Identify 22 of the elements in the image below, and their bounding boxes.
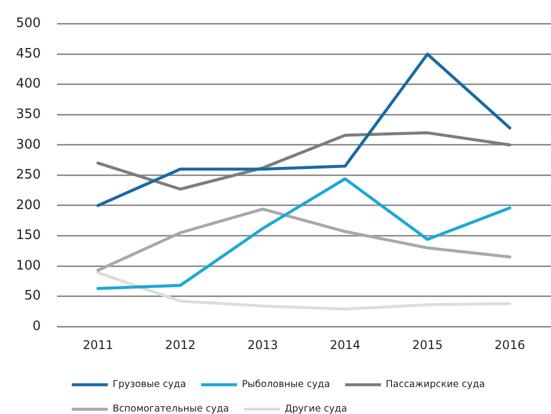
legend-label: Пассажирские суда <box>386 379 485 390</box>
y-tick-label: 250 <box>16 168 41 183</box>
x-tick-label: 2015 <box>412 338 443 352</box>
y-tick-label: 200 <box>16 198 41 213</box>
y-tick-label: 300 <box>16 137 41 152</box>
x-tick-label: 2012 <box>165 338 196 352</box>
legend-label: Грузовые суда <box>112 379 186 390</box>
legend-label: Рыболовные суда <box>242 379 330 390</box>
y-tick-label: 0 <box>32 318 41 334</box>
x-tick-label: 2016 <box>494 338 526 352</box>
x-tick-label: 2014 <box>330 338 360 352</box>
x-tick-label: 2011 <box>82 338 114 352</box>
y-tick-label: 50 <box>24 288 41 304</box>
legend-label: Другие суда <box>284 404 348 414</box>
y-tick-label: 450 <box>16 46 41 62</box>
y-tick-label: 100 <box>16 258 41 274</box>
legend-label: Вспомогательные суда <box>112 404 229 414</box>
x-tick-label: 2013 <box>247 338 278 352</box>
y-tick-label: 400 <box>16 76 41 92</box>
y-tick-label: 350 <box>16 107 41 122</box>
y-tick-label: 150 <box>16 228 41 244</box>
y-tick-label: 500 <box>16 16 41 32</box>
